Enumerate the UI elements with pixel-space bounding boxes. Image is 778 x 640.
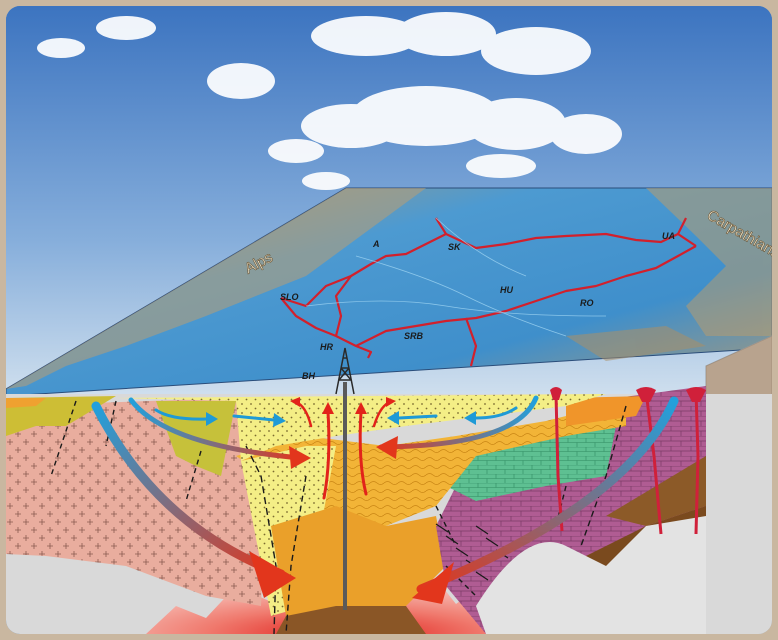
mountain-relief (6, 188, 772, 389)
faults (50, 400, 627, 634)
grey-dome (476, 516, 706, 634)
green-limestone-layer (426, 426, 616, 501)
arrow-heads (206, 397, 476, 604)
shallow-blue-arrow-3 (397, 414, 438, 420)
geothermal-basin-diagram: Alps Carpathians A SK UA SLO HU RO HR SR… (6, 6, 772, 634)
shallow-blue-arrow-4 (474, 406, 518, 420)
orange-graben-layer (271, 506, 446, 616)
shallow-blue-arrow-2 (232, 414, 276, 422)
country-borders (280, 217, 697, 367)
label-bh: BH (302, 371, 315, 381)
flow-arrows (91, 395, 679, 594)
label-ro: RO (580, 298, 594, 308)
drilling-rig-icon (335, 347, 355, 395)
label-sk: SK (448, 242, 462, 252)
volcanic-feeders (554, 390, 700, 535)
shallow-flow-right (378, 395, 539, 450)
rivers (305, 217, 607, 337)
orange-top-strip (566, 396, 646, 426)
label-hu: HU (500, 285, 513, 295)
label-slo: SLO (280, 292, 299, 302)
label-a: A (372, 239, 380, 249)
recharge-arrow-right (416, 396, 679, 594)
label-srb: SRB (404, 331, 424, 341)
shallow-blue-arrow-1 (154, 408, 208, 421)
brown-graben-base (276, 606, 426, 634)
label-hr: HR (320, 342, 333, 352)
upflow-arrow-right (358, 410, 368, 496)
orange-top-left (6, 398, 46, 408)
recharge-arrow-left (91, 401, 286, 579)
clouds (37, 12, 622, 190)
label-ua: UA (662, 231, 675, 241)
diagram-svg: Alps Carpathians A SK UA SLO HU RO HR SR… (6, 6, 772, 634)
volcanic-vents (550, 387, 706, 402)
orange-sediment-layer (236, 401, 626, 541)
shallow-flow-left (128, 397, 304, 461)
upflow-arrow-left (322, 410, 331, 500)
